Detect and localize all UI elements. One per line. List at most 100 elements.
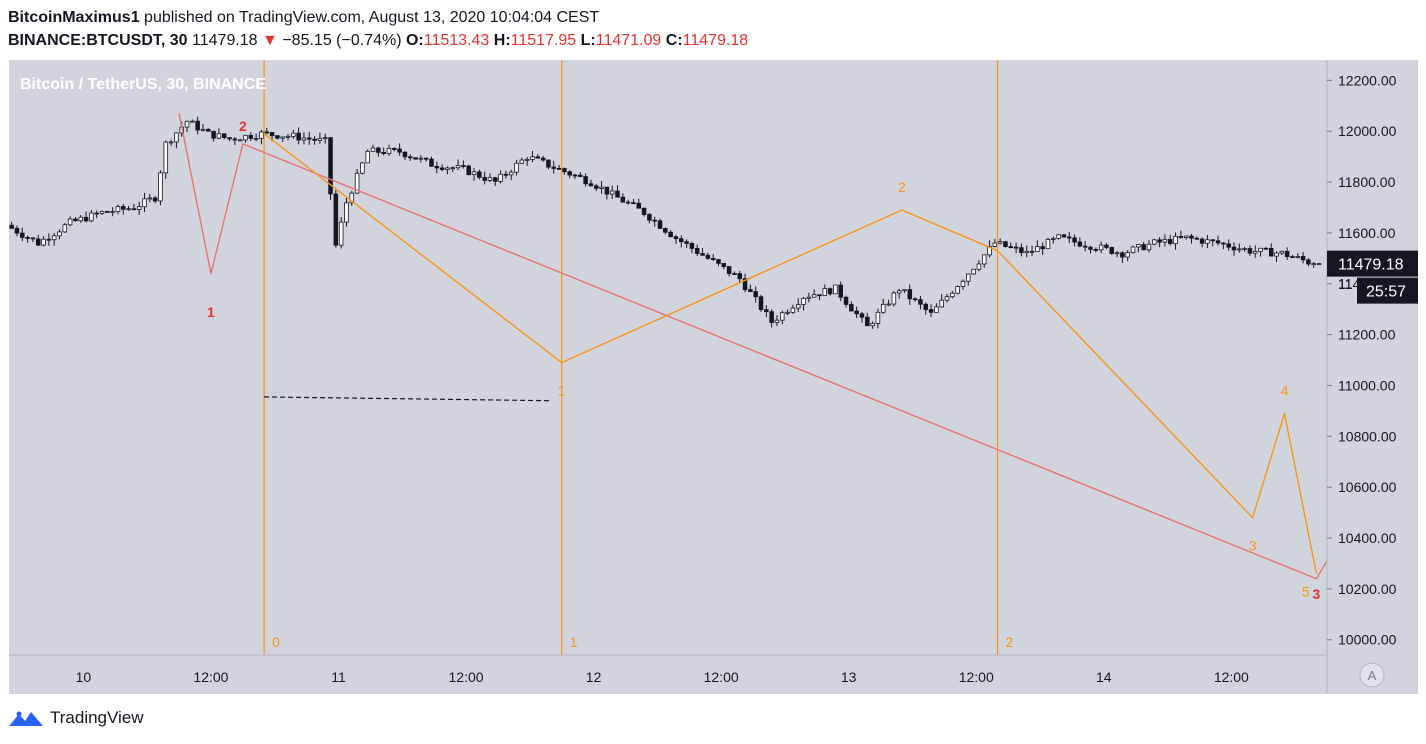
candle-body <box>136 206 142 210</box>
ohlc-line: BINANCE:BTCUSDT, 30 11479.18 ▼ −85.15 (−… <box>8 29 1418 52</box>
candle-body <box>184 120 190 128</box>
time-tick-label: 11 <box>331 669 346 685</box>
candle-body <box>445 167 450 170</box>
candle-body <box>110 211 115 213</box>
candle-body <box>259 131 264 139</box>
candle-body <box>354 172 360 194</box>
time-axis[interactable]: 10 12:00 11 12:00 12 12:00 13 12:00 14 12:00 A <box>9 654 1385 688</box>
candle-body <box>1295 256 1301 258</box>
candle-body <box>498 173 503 182</box>
candle-body <box>562 168 567 173</box>
red-wave-label: 3 <box>1312 586 1320 602</box>
candle-body <box>89 212 94 222</box>
tradingview-logo-icon <box>9 711 43 726</box>
candle-body <box>381 151 386 154</box>
candle-body <box>790 307 796 313</box>
time-tick-label: 12 <box>586 669 602 685</box>
candle-body <box>190 120 195 123</box>
orange-wave-line <box>263 133 1318 574</box>
candle-body <box>168 141 174 144</box>
candle-body <box>35 238 41 246</box>
candle-body <box>1098 244 1104 251</box>
candle-body <box>620 196 626 203</box>
candle-body <box>785 311 790 314</box>
author-name[interactable]: BitcoinMaximus1 <box>8 9 140 26</box>
orange-wave-label: 3 <box>1249 538 1257 554</box>
candle-body <box>152 197 158 202</box>
orange-wave-label: 5 <box>1302 584 1310 600</box>
price-tick-label: 10800.00 <box>1338 428 1397 444</box>
time-tick-label: 12:00 <box>959 669 994 685</box>
vertical-line-label: 0 <box>272 634 280 650</box>
candle-body <box>126 208 131 211</box>
candle-body <box>477 171 482 178</box>
candle-body <box>1146 243 1152 251</box>
candle-body <box>849 304 854 312</box>
candle-body <box>14 227 20 234</box>
partial-price-tick-label: 11 <box>1338 276 1353 292</box>
candle-body <box>307 137 312 140</box>
candle-body <box>1029 250 1035 253</box>
candle-body <box>487 177 493 181</box>
candle-body <box>78 216 84 222</box>
candle-body <box>349 192 355 204</box>
candle-body <box>870 323 875 327</box>
candle-body <box>950 292 955 298</box>
symbol-label[interactable]: BINANCE:BTCUSDT, 30 <box>8 32 188 49</box>
candle-body <box>966 273 971 282</box>
candle-body <box>838 284 843 298</box>
candle-body <box>1157 239 1162 243</box>
candle-body <box>1263 247 1269 250</box>
candle-body <box>854 310 859 315</box>
red-wave-line <box>178 113 1328 580</box>
vertical-line-label: 1 <box>570 634 578 650</box>
candle-body <box>328 137 333 195</box>
candle-body <box>923 303 929 310</box>
candle-body <box>710 257 716 260</box>
time-tick-label: 14 <box>1096 669 1112 685</box>
candle-body <box>663 228 668 233</box>
candle-body <box>338 221 344 246</box>
candle-body <box>1035 246 1040 252</box>
candle-body <box>833 284 838 295</box>
candle-body <box>317 137 323 141</box>
candle-body <box>1194 237 1200 240</box>
last-price-value: 11479.18 <box>1338 257 1404 274</box>
candle-body <box>1130 246 1136 254</box>
candle-body <box>652 219 657 222</box>
candle-body <box>976 263 982 270</box>
candle-body <box>206 128 211 132</box>
candle-body <box>780 312 785 321</box>
candle-body <box>997 241 1003 244</box>
candle-body <box>280 136 285 139</box>
candle-body <box>689 243 695 249</box>
low-value: 11471.09 <box>595 32 662 49</box>
candle-body <box>57 231 62 237</box>
candle-body <box>705 254 711 259</box>
candle-body <box>1306 259 1311 265</box>
candle-body <box>232 138 238 141</box>
vertical-line-label: 2 <box>1006 634 1014 650</box>
candle-body <box>716 259 721 264</box>
price-tick-label: 12200.00 <box>1338 72 1397 88</box>
candle-body <box>429 158 434 167</box>
candle-body <box>131 208 137 211</box>
red-wave-label: 2 <box>239 118 247 134</box>
candle-body <box>684 241 689 244</box>
candle-body <box>955 286 960 294</box>
candle-body <box>1024 250 1029 254</box>
price-axis[interactable]: 12200.0012000.0011800.0011600.0011400.00… <box>1326 60 1418 694</box>
candle-body <box>615 190 620 198</box>
candle-body <box>981 254 987 265</box>
candle-body <box>9 224 14 229</box>
tradingview-logo[interactable]: TradingView <box>8 708 144 728</box>
candle-body <box>466 165 471 176</box>
candle-body <box>158 172 163 202</box>
candle-body <box>1056 234 1061 239</box>
candle-body <box>115 206 121 212</box>
candle-body <box>248 134 254 139</box>
candle-body <box>1205 239 1210 244</box>
price-change: −85.15 (−0.74%) <box>282 32 402 49</box>
candle-body <box>1210 239 1215 242</box>
